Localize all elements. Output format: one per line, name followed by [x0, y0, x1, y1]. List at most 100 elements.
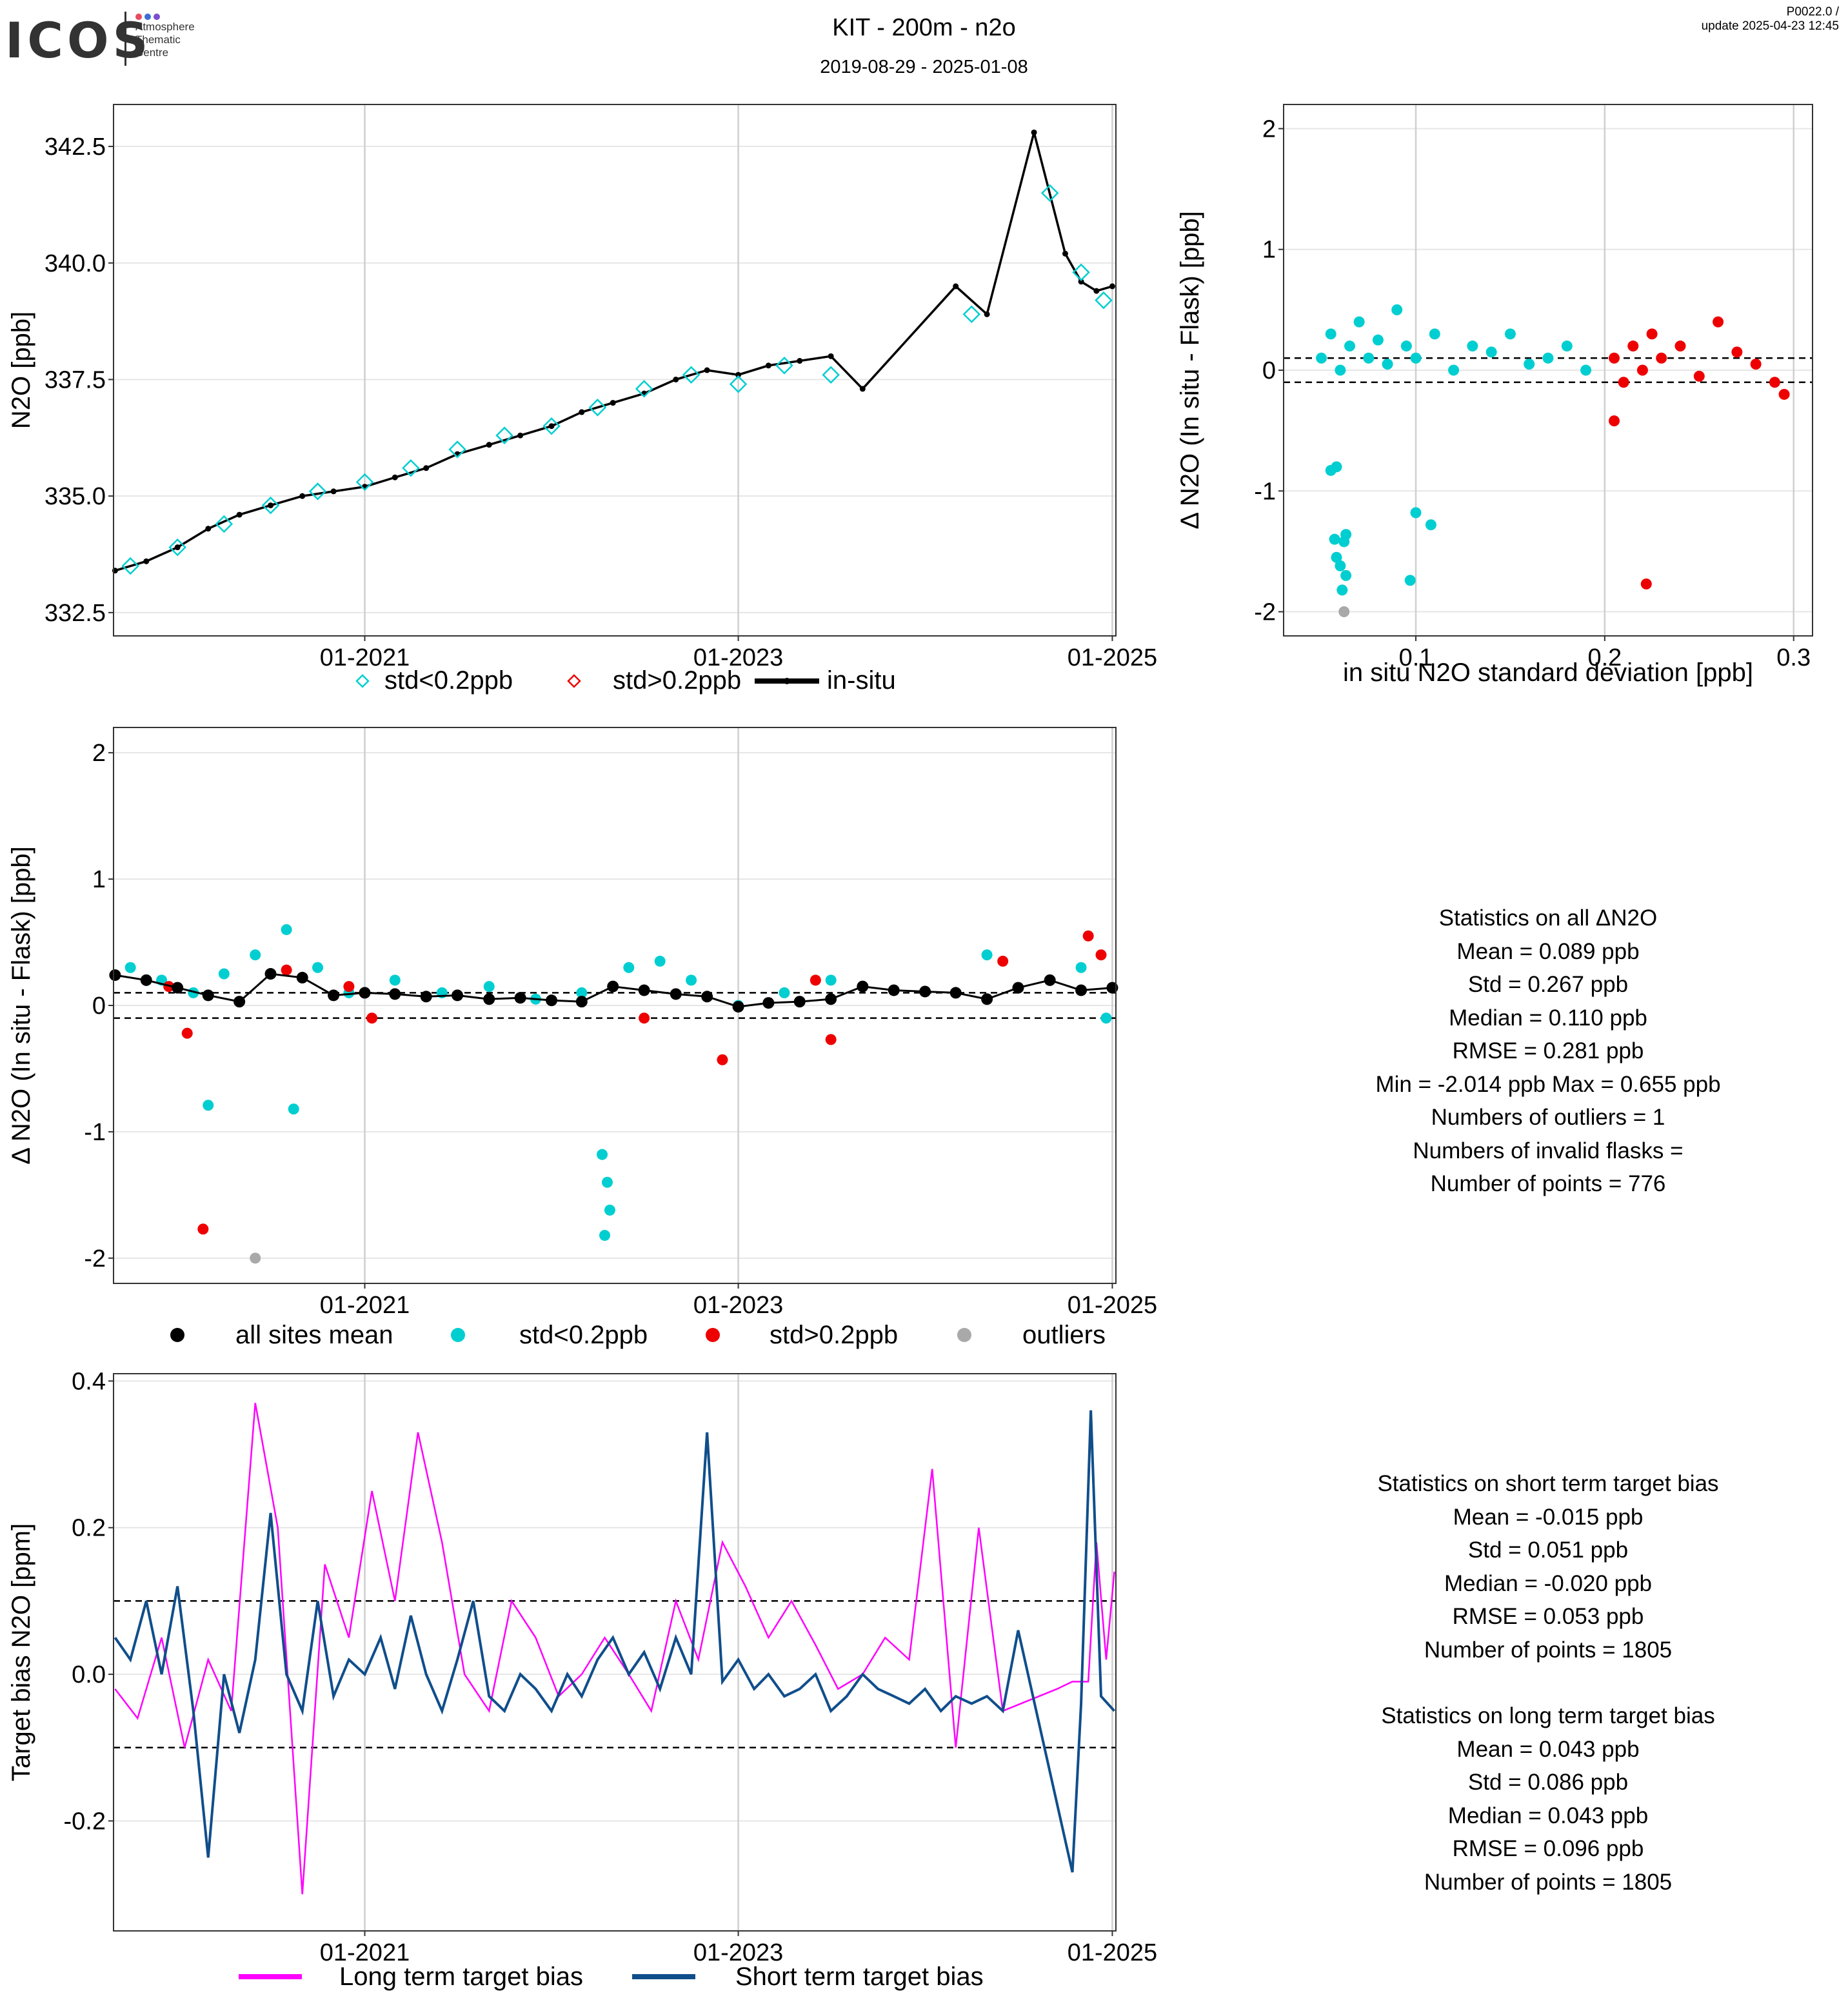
- stats-line: Mean = -0.015 ppb: [1453, 1504, 1644, 1530]
- scatter-point-std-high: [1627, 341, 1639, 352]
- stats-line: Std = 0.267 ppb: [1467, 972, 1629, 997]
- version-info: P0022.0 / update 2025-04-23 12:45: [1702, 5, 1839, 34]
- in-situ-point: [673, 376, 679, 382]
- y-tick-label: 342.5: [45, 133, 106, 161]
- legend-label: std>0.2ppb: [770, 1321, 898, 1349]
- delta-point-std-low: [597, 1149, 608, 1160]
- y-tick-label: 335.0: [45, 483, 106, 510]
- y-axis-label: Δ N2O (In situ - Flask) [ppb]: [1176, 211, 1204, 529]
- flask-diamond-std-low: [635, 380, 653, 398]
- scatter-point-std-low: [1448, 364, 1460, 376]
- stats-line: Std = 0.086 ppb: [1467, 1770, 1629, 1795]
- legend-label: outliers: [1022, 1321, 1106, 1349]
- delta-point-std-high: [997, 955, 1009, 967]
- legend-marker: [706, 1328, 720, 1342]
- scatter-point-std-low: [1335, 364, 1346, 376]
- stats-title: Statistics on long term target bias: [1381, 1703, 1715, 1728]
- in-situ-point: [174, 544, 181, 551]
- delta-point-std-high: [825, 1034, 837, 1045]
- scatter-point-std-low: [1542, 352, 1554, 364]
- logo-subtitle-line: Thematic: [135, 34, 181, 46]
- legend-diamond-red: [567, 674, 581, 688]
- in-situ-point: [1062, 250, 1068, 257]
- mean-point: [172, 982, 184, 994]
- in-situ-point: [579, 409, 585, 415]
- mean-point: [732, 1000, 744, 1013]
- mean-point: [919, 985, 931, 998]
- mean-point: [701, 991, 713, 1003]
- legend-label: all sites mean: [235, 1321, 393, 1349]
- scatter-point-std-low: [1331, 551, 1342, 563]
- y-tick-label: 2: [1262, 115, 1276, 143]
- in-situ-point: [735, 371, 742, 378]
- x-tick-label: 0.2: [1587, 644, 1622, 671]
- x-tick-label: 01-2025: [1068, 644, 1157, 671]
- scatter-point-outlier: [1338, 606, 1350, 618]
- flask-diamond-std-low: [402, 459, 420, 477]
- logo-subtitle: Atmosphere Thematic Centre: [135, 21, 195, 59]
- in-situ-point: [517, 432, 524, 439]
- in-situ-point: [268, 502, 274, 509]
- legend-point-black: [784, 678, 790, 684]
- delta-point-std-low: [654, 955, 666, 967]
- y-tick-label: 337.5: [45, 366, 106, 393]
- flask-diamond-std-low: [962, 305, 981, 324]
- flask-diamond-std-low: [775, 357, 793, 375]
- stats-line: Mean = 0.043 ppb: [1456, 1736, 1640, 1762]
- in-situ-point: [704, 367, 710, 373]
- delta-point-std-low: [599, 1230, 611, 1241]
- in-situ-point: [236, 511, 243, 518]
- delta-vs-std-scatter-chart: -2 -1 0 1 2 0.1 0.2 0.3 Δ N2O (In situ - Flask) …: [1176, 104, 1813, 687]
- mean-point: [202, 989, 214, 1002]
- flask-diamond-std-low: [355, 473, 374, 491]
- delta-point-std-high: [197, 1223, 209, 1235]
- y-tick-label: -2: [84, 1245, 106, 1272]
- stats-line: RMSE = 0.053 ppb: [1452, 1604, 1644, 1629]
- stats-line: Number of points = 776: [1430, 1171, 1666, 1196]
- scatter-point-std-low: [1316, 352, 1327, 364]
- y-tick-label: 0.2: [72, 1515, 106, 1542]
- flask-diamond-std-low: [682, 366, 700, 384]
- in-situ-line: [114, 132, 1113, 572]
- y-tick-label: -1: [84, 1119, 106, 1146]
- x-tick-label: 01-2023: [693, 1292, 783, 1319]
- mean-point: [762, 997, 775, 1009]
- delta-point-std-high: [1082, 930, 1094, 942]
- mean-point: [793, 996, 806, 1008]
- flask-diamond-std-low: [215, 515, 233, 533]
- y-tick-label: 0.4: [72, 1368, 106, 1395]
- flask-diamond-std-low: [729, 375, 748, 393]
- scatter-point-std-low: [1561, 341, 1573, 352]
- y-axis-label: Δ N2O (In situ - Flask) [ppb]: [7, 846, 35, 1165]
- in-situ-point: [548, 423, 555, 430]
- y-tick-label: 0.0: [72, 1661, 106, 1688]
- mean-point: [328, 989, 340, 1002]
- delta-point-std-low: [218, 968, 230, 980]
- delta-point-std-high: [639, 1013, 650, 1024]
- scatter-point-std-low: [1340, 569, 1352, 581]
- x-tick-label: 01-2025: [1068, 1939, 1157, 1966]
- y-tick-label: 1: [92, 866, 106, 893]
- legend-diamond-cyan: [355, 674, 370, 688]
- y-tick-label: 332.5: [45, 600, 106, 627]
- mean-point: [949, 987, 962, 999]
- scatter-point-std-low: [1372, 334, 1384, 346]
- in-situ-point: [205, 526, 212, 532]
- in-situ-point: [859, 386, 866, 392]
- flask-diamond-std-low: [1095, 291, 1113, 310]
- stats-line: Numbers of outliers = 1: [1431, 1105, 1665, 1130]
- mean-point: [825, 993, 837, 1005]
- delta-point-std-low: [623, 962, 635, 973]
- plot-border: [113, 727, 1117, 1284]
- delta-point-std-high: [181, 1027, 193, 1039]
- mean-point: [483, 993, 495, 1005]
- mean-point: [857, 980, 869, 993]
- x-axis-label: in situ N2O standard deviation [ppb]: [1343, 658, 1753, 687]
- flask-diamond-std-low: [168, 538, 186, 557]
- page-title: KIT - 200m - n2o: [832, 14, 1016, 41]
- delta-point-std-low: [686, 974, 697, 986]
- logo-dot: [135, 14, 142, 20]
- flask-diamond-std-low: [121, 557, 139, 575]
- mean-point: [109, 969, 121, 981]
